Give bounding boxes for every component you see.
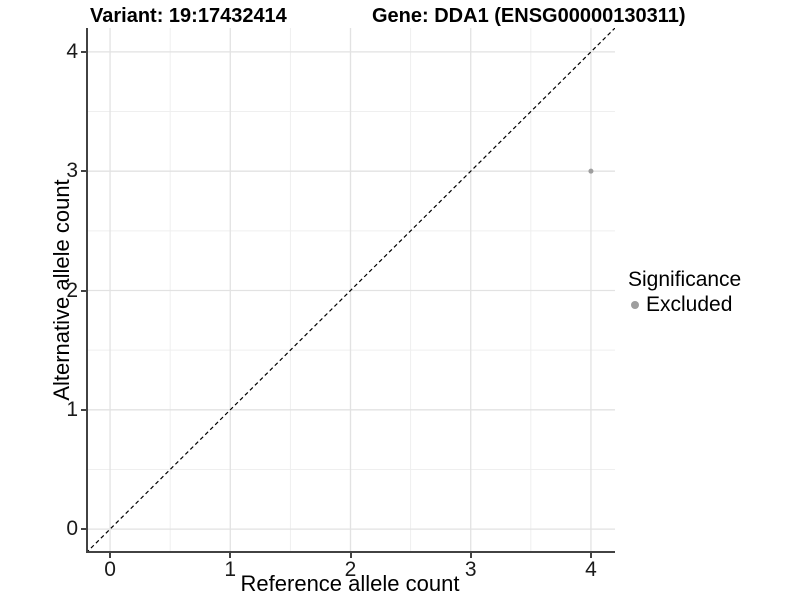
legend-item-label: Excluded xyxy=(646,292,733,316)
y-tick-label: 3 xyxy=(66,159,78,183)
plot-panel xyxy=(86,28,615,553)
x-axis-title: Reference allele count xyxy=(240,571,460,596)
y-tick-mark xyxy=(81,528,86,531)
x-tick-label: 4 xyxy=(585,558,597,581)
variant-title: Variant: 19:17432414 xyxy=(90,5,287,27)
x-tick-label: 3 xyxy=(464,558,477,581)
y-tick-label: 0 xyxy=(66,517,78,541)
x-tick-label: 1 xyxy=(224,558,237,581)
x-tick-label: 2 xyxy=(344,558,357,581)
x-tick-label: 0 xyxy=(104,558,116,581)
legend-item-excluded: Excluded xyxy=(628,292,741,317)
x-tick-mark xyxy=(589,553,592,558)
y-tick-label: 4 xyxy=(66,39,78,63)
identity-dashed-line xyxy=(86,28,615,553)
y-tick-mark xyxy=(81,170,86,173)
data-point xyxy=(588,168,594,174)
y-tick-mark xyxy=(81,408,86,411)
legend-title: Significance xyxy=(628,268,742,291)
y-tick-mark xyxy=(81,289,86,292)
y-tick-mark xyxy=(81,50,86,53)
excluded-point-icon xyxy=(631,300,639,309)
x-tick-mark xyxy=(109,553,112,558)
legend: Significance Excluded xyxy=(628,267,741,317)
y-tick-label: 1 xyxy=(66,397,78,421)
x-tick-mark xyxy=(469,553,472,558)
x-tick-mark xyxy=(229,553,232,558)
y-tick-label: 2 xyxy=(66,278,78,302)
gene-title: Gene: DDA1 (ENSG00000130311) xyxy=(372,5,686,27)
x-tick-mark xyxy=(349,553,352,558)
plot-canvas xyxy=(86,28,615,553)
